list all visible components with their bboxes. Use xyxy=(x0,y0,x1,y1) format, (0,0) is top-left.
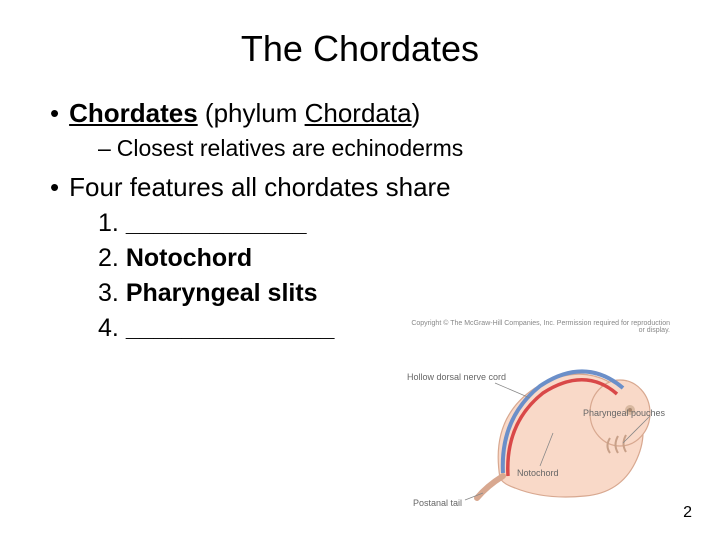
feature-3: 3. Pharyngeal slits xyxy=(98,279,680,308)
figure-copyright: Copyright © The McGraw-Hill Companies, I… xyxy=(405,320,670,334)
label-tail: Postanal tail xyxy=(413,498,462,508)
chordates-word: Chordates xyxy=(69,98,198,128)
leader-dorsal xyxy=(495,383,530,398)
embryo-diagram: Hollow dorsal nerve cord Pharyngeal pouc… xyxy=(405,338,670,508)
feature-1: 1. _____________ xyxy=(98,209,680,238)
bullet-suffix: ) xyxy=(412,98,421,128)
dash: – xyxy=(98,135,111,161)
page-number: 2 xyxy=(683,504,692,522)
blank-1: _____________ xyxy=(126,209,307,237)
bullet-chordates: • Chordates (phylum Chordata) xyxy=(50,98,680,129)
label-dorsal: Hollow dorsal nerve cord xyxy=(407,372,506,382)
four-features-text: Four features all chordates share xyxy=(69,172,451,202)
label-notochord: Notochord xyxy=(517,468,559,478)
num-4: 4. xyxy=(98,314,119,342)
pharyngeal-text: Pharyngeal slits xyxy=(126,279,318,307)
slide-title: The Chordates xyxy=(40,28,680,70)
bullet-four-features: • Four features all chordates share xyxy=(50,172,680,203)
bullet-dot: • xyxy=(50,172,59,202)
slide: The Chordates • Chordates (phylum Chordat… xyxy=(0,0,720,540)
feature-2: 2. Notochord xyxy=(98,244,680,273)
notochord-text: Notochord xyxy=(126,244,252,272)
num-3: 3. xyxy=(98,279,119,307)
num-1: 1. xyxy=(98,209,119,237)
label-pharyngeal: Pharyngeal pouches xyxy=(583,408,666,418)
tail-shape xyxy=(477,476,503,498)
bullet-mid: (phylum xyxy=(198,98,305,128)
num-2: 2. xyxy=(98,244,119,272)
bullet-relatives: –Closest relatives are echinoderms xyxy=(98,135,680,162)
embryo-figure: Copyright © The McGraw-Hill Companies, I… xyxy=(405,320,670,510)
relatives-text: Closest relatives are echinoderms xyxy=(117,135,463,161)
phylum-name: Chordata xyxy=(305,98,412,128)
bullet-dot: • xyxy=(50,98,59,128)
blank-4: _______________ xyxy=(126,314,335,342)
